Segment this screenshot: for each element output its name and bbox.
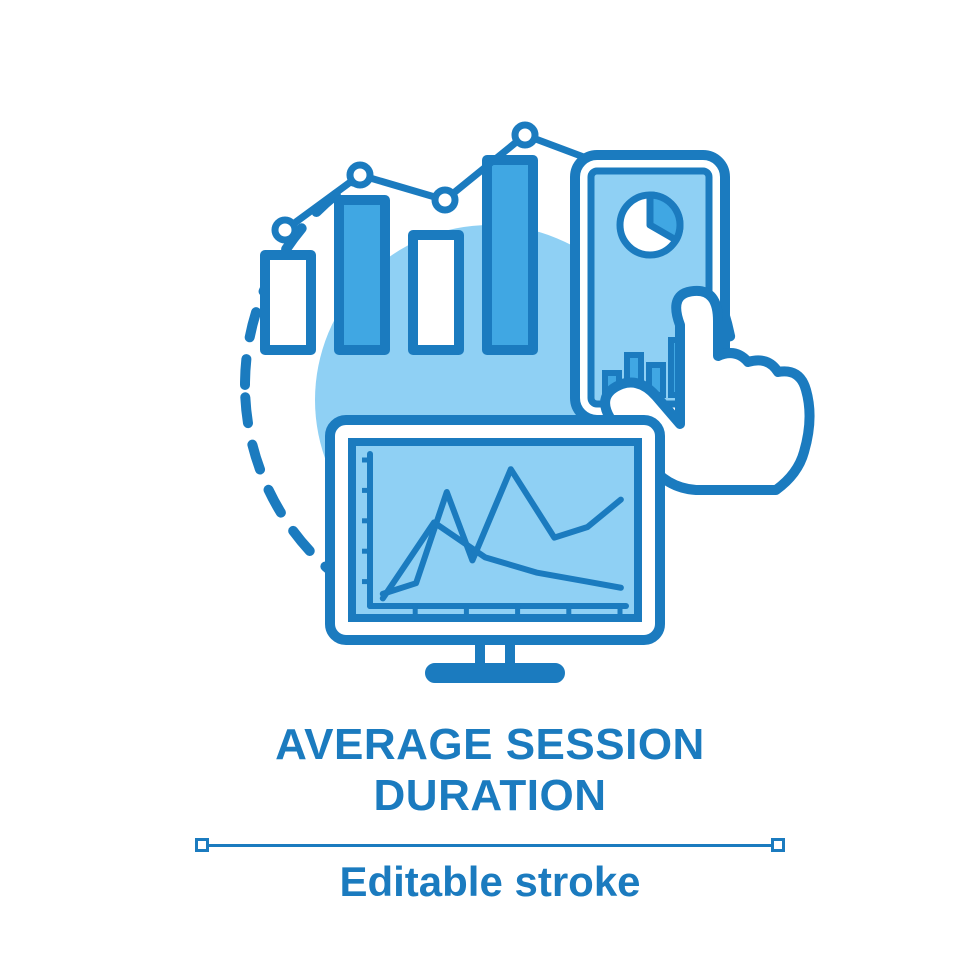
title-line-2: DURATION — [374, 771, 607, 820]
title: AVERAGE SESSION DURATION — [0, 720, 980, 821]
title-line-1: AVERAGE SESSION — [275, 720, 705, 769]
editor-handle-left[interactable] — [195, 838, 209, 852]
editor-rule-line — [209, 844, 771, 847]
infographic-stage: AVERAGE SESSION DURATION Editable stroke — [0, 0, 980, 980]
editor-handle-right[interactable] — [771, 838, 785, 852]
subtitle-text: Editable stroke — [339, 858, 640, 905]
subtitle: Editable stroke — [0, 858, 980, 906]
editor-rule — [195, 838, 785, 852]
analytics-infographic-icon — [0, 0, 980, 980]
